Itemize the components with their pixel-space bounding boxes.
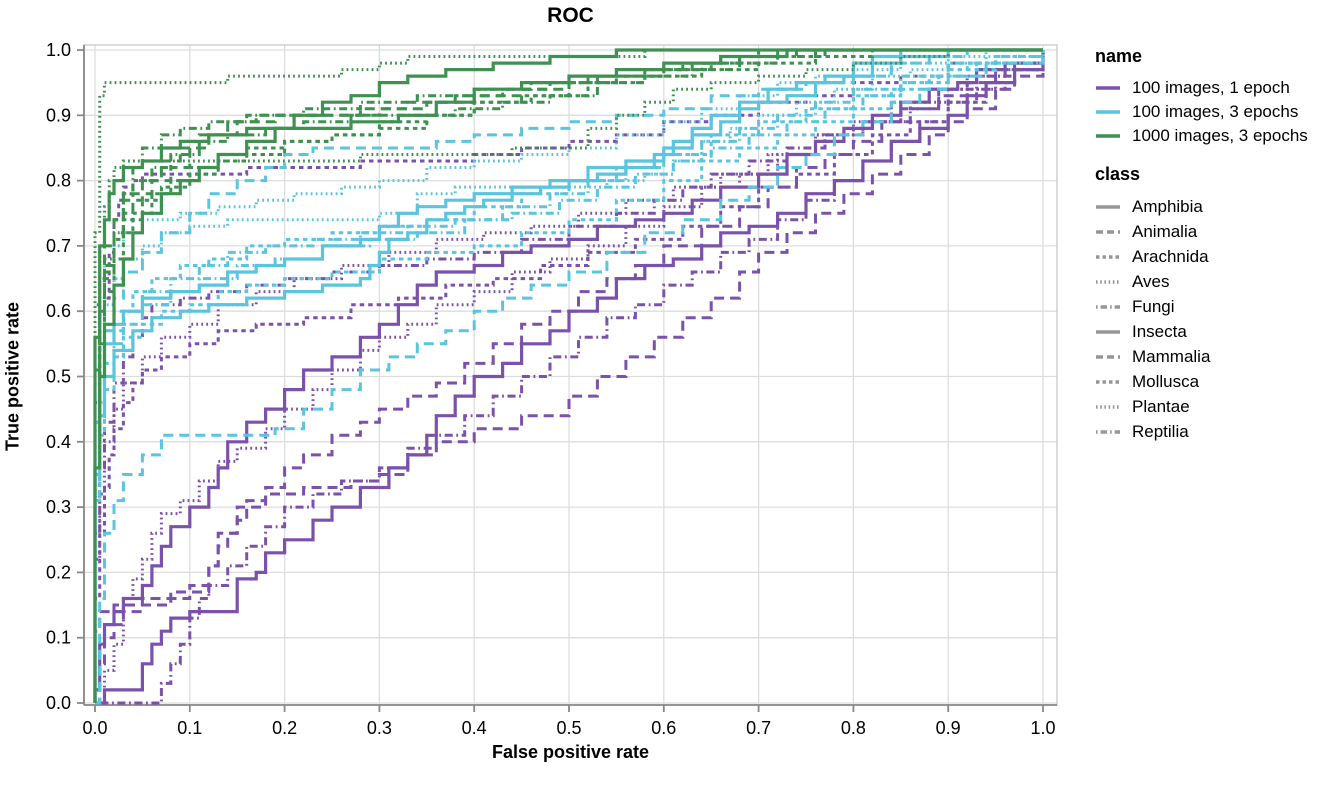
legend-swatch-line [1096,254,1120,259]
legend-swatch-line [1096,204,1120,209]
x-tick-label: 0.4 [462,718,487,738]
roc-curve [93,48,1043,703]
x-tick-label: 0.1 [177,718,202,738]
legend-item-label: Reptilia [1132,421,1189,441]
x-tick-label: 0.6 [651,718,676,738]
y-tick-label: 0.7 [46,236,71,256]
legend-class-title: class [1095,164,1141,184]
legend-name-items: 100 images, 1 epoch 100 images, 3 epochs 1… [1095,76,1308,148]
legend-item: Plantae [1095,394,1308,419]
legend-item-label: 100 images, 3 epochs [1132,102,1299,121]
legend-item-label: Arachnida [1132,246,1209,266]
roc-curve [95,50,1045,705]
legend-swatch-line [1096,379,1120,384]
legend-item: 100 images, 1 epoch [1095,76,1308,100]
roc-curve [93,48,1043,703]
legend-item: Amphibia [1095,194,1308,219]
legend-class-items: Amphibia Animalia Arachnida Aves Fungi Insect… [1095,194,1308,444]
x-tick-label: 0.8 [841,718,866,738]
y-tick-label: 0.1 [46,628,71,648]
roc-curve [93,50,1045,703]
legend-swatch-line [1096,329,1120,334]
roc-curve [93,48,1043,703]
legend-item-label: Mollusca [1132,371,1200,391]
legend-item-label: Mammalia [1132,346,1211,366]
roc-curve [93,48,1043,703]
y-tick-label: 0.0 [46,693,71,713]
legend-item: 1000 images, 3 epochs [1095,124,1308,148]
legend-swatch-line [1096,110,1120,114]
roc-curve [95,50,1045,705]
y-axis-title: True positive rate [2,301,23,452]
roc-curve [93,48,1043,703]
x-tick-label: 0.2 [272,718,297,738]
x-tick-label: 0.5 [556,718,581,738]
legend-item: Reptilia [1095,419,1308,444]
legend-swatch-line [1096,304,1120,309]
chart-title: ROC [547,4,594,27]
legend-item: Mollusca [1095,369,1308,394]
legend-item: Animalia [1095,219,1308,244]
y-tick-label: 0.2 [46,562,71,582]
x-tick-label: 0.7 [746,718,771,738]
legend-item: Aves [1095,269,1308,294]
legend-item-label: Aves [1132,271,1170,291]
legend-swatch-line [1096,134,1120,138]
y-tick-label: 0.6 [46,301,71,321]
y-tick-label: 0.3 [46,497,71,517]
roc-curve [93,50,1045,703]
legend-item-label: 100 images, 1 epoch [1132,78,1290,97]
roc-curve [93,50,1045,703]
roc-curve [95,50,1045,705]
legend-swatch-line [1096,229,1120,234]
legend: name 100 images, 1 epoch 100 images, 3 ep… [1095,46,1308,444]
y-tick-label: 0.9 [46,105,71,125]
legend-item-label: 1000 images, 3 epochs [1132,126,1308,145]
y-tick-label: 1.0 [46,40,71,60]
legend-item: Fungi [1095,294,1308,319]
y-tick-label: 0.4 [46,432,71,452]
y-tick-label: 0.8 [46,171,71,191]
roc-curve [93,50,1045,703]
legend-swatch-line [1096,354,1120,359]
legend-swatch-line [1096,279,1120,284]
legend-item: Arachnida [1095,244,1308,269]
legend-swatch-line [1096,404,1120,409]
roc-curve [93,50,1045,703]
legend-item-label: Insecta [1132,321,1187,341]
x-tick-label: 0.9 [936,718,961,738]
legend-item: Mammalia [1095,344,1308,369]
legend-swatch-line [1096,86,1120,90]
roc-curve [93,48,1043,703]
x-tick-label: 0.3 [367,718,392,738]
legend-item-label: Animalia [1132,221,1198,241]
y-tick-label: 0.5 [46,367,71,387]
legend-item: Insecta [1095,319,1308,344]
legend-item-label: Fungi [1132,296,1175,316]
x-tick-label: 0.0 [82,718,107,738]
x-axis-title: False positive rate [491,742,650,762]
legend-item-label: Plantae [1132,396,1190,416]
legend-item-label: Amphibia [1132,196,1203,216]
legend-name-title: name [1095,46,1143,66]
legend-item: 100 images, 3 epochs [1095,100,1308,124]
legend-swatch-line [1096,429,1120,434]
x-tick-label: 1.0 [1030,718,1055,738]
